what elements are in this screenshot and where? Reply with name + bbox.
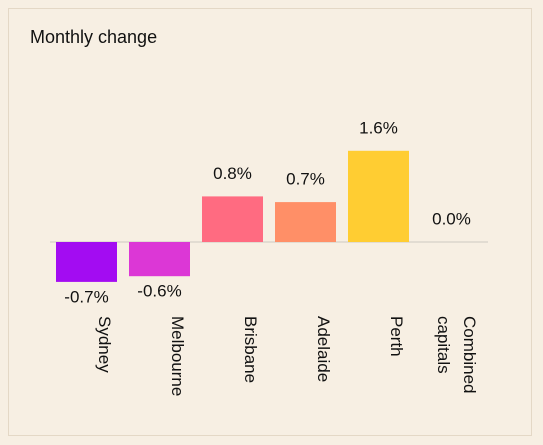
x-tick-label: Combined capitals bbox=[421, 316, 482, 416]
value-label: 0.8% bbox=[213, 164, 252, 183]
bar bbox=[348, 150, 409, 242]
bar bbox=[56, 242, 117, 282]
x-tick-text: Combined capitals bbox=[434, 316, 479, 394]
x-tick-label: Adelaide bbox=[275, 316, 336, 382]
panel bbox=[8, 8, 532, 436]
x-tick-label: Perth bbox=[348, 316, 409, 357]
x-tick-label: Brisbane bbox=[202, 316, 263, 383]
x-tick-text: Melbourne bbox=[168, 316, 187, 397]
bar bbox=[129, 242, 190, 277]
x-tick-text: Perth bbox=[387, 316, 406, 357]
value-label: 0.0% bbox=[432, 209, 471, 228]
x-tick-text: Brisbane bbox=[241, 316, 260, 384]
x-tick-text: Adelaide bbox=[314, 316, 333, 383]
x-tick-label: Melbourne bbox=[129, 316, 190, 396]
value-label: -0.7% bbox=[64, 287, 108, 306]
value-label: 0.7% bbox=[286, 170, 325, 189]
x-tick-text: Sydney bbox=[95, 316, 114, 373]
chart-title: Monthly change bbox=[30, 27, 157, 47]
value-label: -0.6% bbox=[137, 282, 181, 301]
bar bbox=[202, 196, 263, 242]
x-tick-label: Sydney bbox=[56, 316, 117, 373]
bar bbox=[275, 202, 336, 242]
value-label: 1.6% bbox=[359, 118, 398, 137]
